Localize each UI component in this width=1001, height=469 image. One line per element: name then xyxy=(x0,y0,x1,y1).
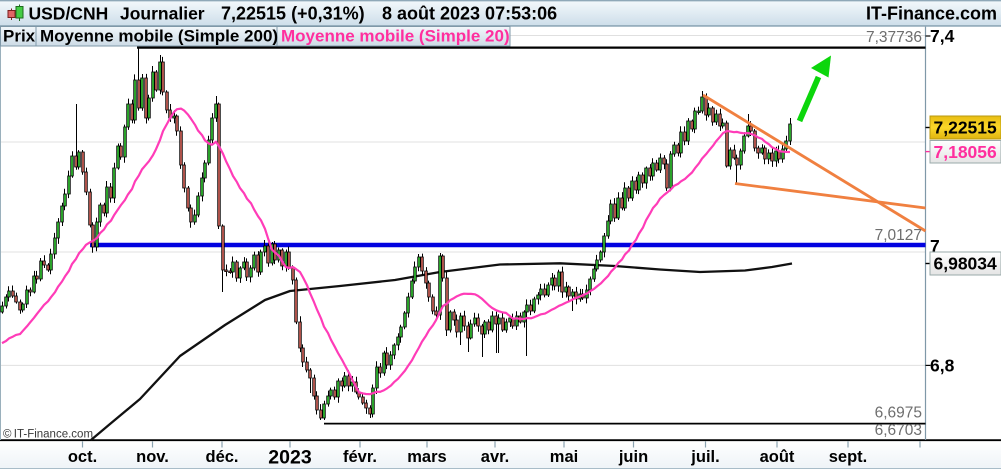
svg-text:déc.: déc. xyxy=(205,448,238,466)
svg-text:oct.: oct. xyxy=(68,448,97,466)
svg-text:IT-Finance.com: IT-Finance.com xyxy=(866,4,997,24)
svg-text:© IT-Finance.com: © IT-Finance.com xyxy=(3,429,93,441)
svg-text:8 août 2023 07:53:06: 8 août 2023 07:53:06 xyxy=(382,4,557,24)
svg-text:Prix: Prix xyxy=(3,27,36,46)
svg-text:6,6975: 6,6975 xyxy=(875,405,922,422)
svg-text:Moyenne mobile (Simple 200): Moyenne mobile (Simple 200) xyxy=(40,27,278,46)
svg-text:août: août xyxy=(760,448,795,466)
svg-text:6,8: 6,8 xyxy=(930,355,955,375)
svg-text:2023: 2023 xyxy=(268,447,312,469)
svg-text:6,6703: 6,6703 xyxy=(875,422,922,439)
svg-text:sept.: sept. xyxy=(829,448,868,466)
svg-text:USD/CNH: USD/CNH xyxy=(29,4,109,24)
svg-text:7,37736: 7,37736 xyxy=(866,29,922,46)
svg-text:7,22515: 7,22515 xyxy=(934,118,998,138)
svg-text:mars: mars xyxy=(407,448,446,466)
svg-text:Journalier: Journalier xyxy=(120,4,205,24)
svg-text:7,18056: 7,18056 xyxy=(934,142,998,162)
svg-text:7,0127: 7,0127 xyxy=(875,227,922,244)
svg-text:juin: juin xyxy=(618,448,648,466)
svg-text:7: 7 xyxy=(930,236,940,256)
svg-text:6,98034: 6,98034 xyxy=(934,254,998,274)
svg-text:juil.: juil. xyxy=(690,448,719,466)
svg-text:mai: mai xyxy=(550,448,578,466)
svg-text:nov.: nov. xyxy=(136,448,169,466)
svg-text:7,4: 7,4 xyxy=(930,26,955,46)
svg-text:févr.: févr. xyxy=(343,448,377,466)
svg-text:7,22515 (+0,31%): 7,22515 (+0,31%) xyxy=(221,4,365,24)
svg-text:Moyenne mobile (Simple 20): Moyenne mobile (Simple 20) xyxy=(281,27,510,46)
svg-text:avr.: avr. xyxy=(481,448,509,466)
